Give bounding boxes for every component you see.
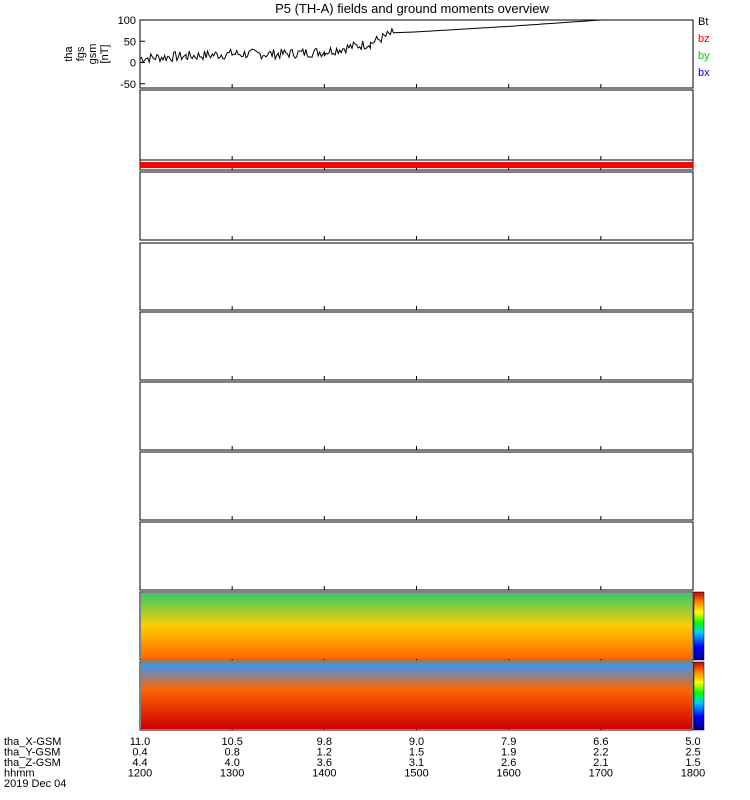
legend-bz: bz [698,33,710,45]
ylabel-line: tha [63,45,75,61]
xrow-value: 5.0 [685,736,700,748]
xrow-label: tha_X-GSM [4,736,61,748]
xrow-value: 7.9 [501,736,516,748]
panel-frame-4 [139,242,694,311]
xrow-value: 2.1 [593,757,608,769]
panel-frame-0 [139,19,694,89]
date-label: 2019 Dec 04 [4,778,66,790]
xrow-value: 2.6 [501,757,516,769]
xrow-value: 1500 [404,768,428,780]
panel-frame-8 [139,521,694,591]
xrow-value: 0.8 [225,747,240,759]
xrow-label: hhmm [4,768,35,780]
panel-frame-7 [139,451,694,521]
xrow-value: 3.6 [317,757,332,769]
xrow-value: 2.5 [685,747,700,759]
xrow-label: tha_Y-GSM [4,747,60,759]
panel-frame-5 [139,311,694,381]
ytick-label: 50 [124,36,136,48]
colorbar [693,591,705,661]
panel-frame-1 [139,89,694,161]
spectrogram-0 [141,593,692,659]
xrow-value: 4.4 [132,757,147,769]
ytick-label: 100 [118,15,136,27]
xrow-value: 9.8 [317,736,332,748]
red-status-bar [140,162,693,168]
xrow-value: 1200 [128,768,152,780]
xrow-value: 9.0 [409,736,424,748]
xrow-value: 1300 [220,768,244,780]
xrow-value: 1700 [589,768,613,780]
xrow-value: 6.6 [593,736,608,748]
spectrogram-1 [141,663,692,729]
xrow-value: 3.1 [409,757,424,769]
xrow-value: 11.0 [130,736,151,748]
xrow-value: 1.5 [409,747,424,759]
ytick-label: -50 [120,79,136,91]
xrow-value: 1.5 [685,757,700,769]
xrow-value: 1600 [496,768,520,780]
legend-by: by [698,50,710,62]
series-Bt [139,19,693,65]
legend-bx: bx [698,67,710,79]
xrow-value: 1800 [681,768,705,780]
ylabel-line: gsm [87,44,99,65]
panel-frame-3 [139,171,694,241]
xrow-value: 2.2 [593,747,608,759]
xrow-value: 1.2 [317,747,332,759]
xrow-value: 1400 [312,768,336,780]
legend-Bt: Bt [698,16,708,28]
ylabel-line: fgs [75,46,87,61]
colorbar [693,661,705,731]
xrow-value: 10.5 [221,736,242,748]
chart-title: P5 (TH-A) fields and ground moments over… [275,1,549,16]
ylabel-line: [nT] [99,45,111,64]
panel-frame-6 [139,381,694,451]
xrow-value: 4.0 [225,757,240,769]
xrow-value: 0.4 [132,747,147,759]
ytick-label: 0 [130,58,136,70]
xrow-value: 1.9 [501,747,516,759]
xrow-label: tha_Z-GSM [4,757,61,769]
